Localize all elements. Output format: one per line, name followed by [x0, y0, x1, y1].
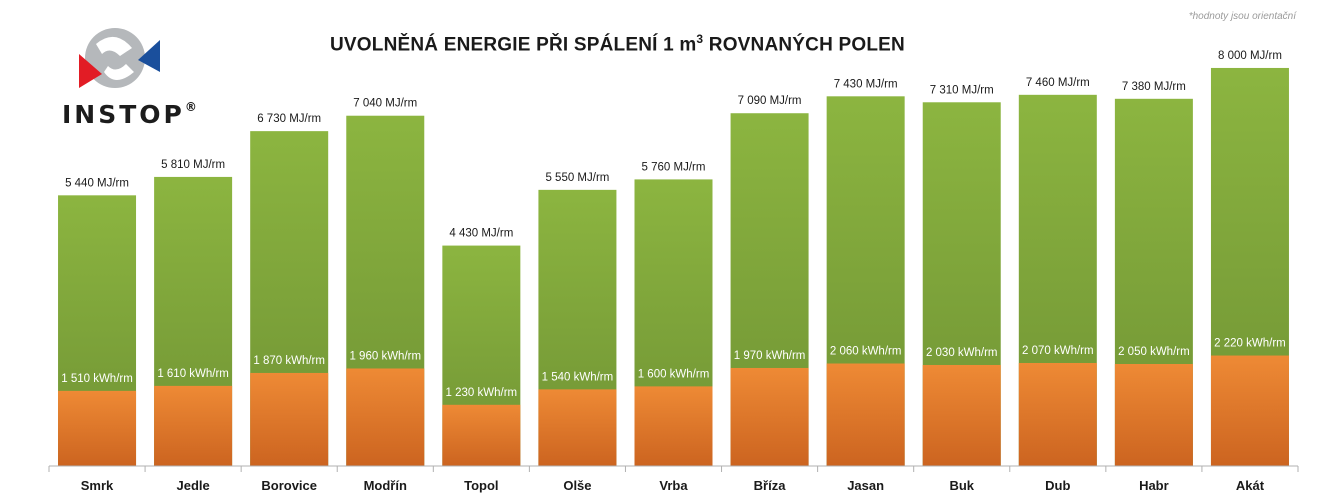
bar-group: 6 730 MJ/rm 1 870 kWh/rm Borovice: [250, 113, 329, 493]
bar-kwh-6: [634, 386, 713, 466]
bar-group: 5 550 MJ/rm 1 540 kWh/rm Olše: [538, 172, 617, 493]
data-label-mj: 7 090 MJ/rm: [738, 95, 802, 107]
category-label: Borovice: [261, 478, 317, 493]
bar-kwh-8: [826, 363, 905, 466]
chart-title-end: ROVNANÝCH POLEN: [703, 34, 905, 56]
category-label: Habr: [1139, 478, 1169, 493]
data-label-kwh: 1 600 kWh/rm: [638, 368, 710, 380]
data-label-kwh: 1 510 kWh/rm: [61, 373, 133, 385]
data-label-mj: 6 730 MJ/rm: [257, 113, 321, 125]
data-label-kwh: 1 610 kWh/rm: [157, 368, 229, 380]
bar-group: 7 380 MJ/rm 2 050 kWh/rm Habr: [1114, 81, 1193, 493]
data-label-mj: 8 000 MJ/rm: [1218, 50, 1282, 62]
category-label: Jasan: [847, 478, 884, 493]
chart-title: UVOLNĚNÁ ENERGIE PŘI SPÁLENÍ 1 m3 ROVNAN…: [330, 32, 905, 56]
bar-kwh-12: [1210, 355, 1289, 466]
bar-kwh-4: [442, 404, 521, 466]
logo-red-triangle: [79, 54, 102, 88]
data-label-kwh: 1 870 kWh/rm: [253, 355, 325, 367]
category-label: Olše: [563, 478, 591, 493]
category-label: Dub: [1045, 478, 1070, 493]
chart-title-superscript: 3: [696, 32, 704, 46]
bar-group: 7 040 MJ/rm 1 960 kWh/rm Modřín: [346, 98, 425, 493]
data-label-mj: 4 430 MJ/rm: [449, 228, 513, 240]
data-label-mj: 5 760 MJ/rm: [642, 161, 706, 173]
bar-group: 7 430 MJ/rm 2 060 kWh/rm Jasan: [826, 78, 905, 493]
bar-kwh-0: [58, 390, 137, 466]
data-label-kwh: 2 050 kWh/rm: [1118, 346, 1190, 358]
bar-group: 5 440 MJ/rm 1 510 kWh/rm Smrk: [58, 177, 137, 493]
bar-group: 7 090 MJ/rm 1 970 kWh/rm Bříza: [730, 95, 809, 493]
data-label-kwh: 2 220 kWh/rm: [1214, 338, 1286, 350]
logo-blue-triangle: [138, 40, 160, 72]
category-label: Smrk: [81, 478, 114, 493]
data-label-mj: 7 460 MJ/rm: [1026, 77, 1090, 89]
data-label-kwh: 1 230 kWh/rm: [446, 387, 518, 399]
category-label: Jedle: [176, 478, 209, 493]
data-label-mj: 5 550 MJ/rm: [545, 172, 609, 184]
bar-group: 8 000 MJ/rm 2 220 kWh/rm Akát: [1210, 50, 1289, 493]
data-label-mj: 7 310 MJ/rm: [930, 84, 994, 96]
chart-title-main: UVOLNĚNÁ ENERGIE PŘI SPÁLENÍ 1 m: [330, 34, 697, 56]
bar-kwh-5: [538, 389, 617, 466]
category-label: Akát: [1236, 478, 1265, 493]
data-label-kwh: 1 540 kWh/rm: [542, 371, 614, 383]
data-label-mj: 7 430 MJ/rm: [834, 78, 898, 90]
data-label-mj: 5 440 MJ/rm: [65, 177, 129, 189]
bar-kwh-9: [922, 364, 1001, 466]
bar-kwh-10: [1018, 363, 1097, 466]
bar-group: 5 810 MJ/rm 1 610 kWh/rm Jedle: [154, 159, 233, 493]
bar-kwh-11: [1114, 364, 1193, 466]
category-label: Vrba: [659, 478, 688, 493]
bar-group: 7 310 MJ/rm 2 030 kWh/rm Buk: [922, 84, 1001, 493]
logo-s-curve: [96, 36, 134, 80]
category-label: Topol: [464, 478, 498, 493]
category-label: Bříza: [754, 478, 787, 493]
data-label-kwh: 2 070 kWh/rm: [1022, 345, 1094, 357]
data-label-kwh: 2 030 kWh/rm: [926, 347, 998, 359]
disclaimer-note: *hodnoty jsou orientační: [1188, 11, 1296, 22]
logo-registered-mark: ®: [184, 100, 197, 114]
instop-logo-icon: [79, 28, 160, 88]
data-label-kwh: 1 970 kWh/rm: [734, 350, 806, 362]
bar-kwh-3: [346, 368, 425, 466]
logo-text: INSTOP®: [62, 100, 197, 129]
bar-group: 7 460 MJ/rm 2 070 kWh/rm Dub: [1018, 77, 1097, 493]
bar-group: 5 760 MJ/rm 1 600 kWh/rm Vrba: [634, 161, 713, 493]
category-label: Modřín: [364, 478, 407, 493]
data-label-mj: 7 040 MJ/rm: [353, 98, 417, 110]
bar-group: 4 430 MJ/rm 1 230 kWh/rm Topol: [442, 228, 521, 493]
category-label: Buk: [949, 478, 974, 493]
logo-brand: INSTOP: [62, 100, 185, 129]
bar-kwh-2: [250, 372, 329, 466]
data-label-mj: 5 810 MJ/rm: [161, 159, 225, 171]
data-label-kwh: 2 060 kWh/rm: [830, 346, 902, 358]
data-label-mj: 7 380 MJ/rm: [1122, 81, 1186, 93]
bar-kwh-1: [154, 385, 233, 466]
bar-kwh-7: [730, 367, 809, 466]
data-label-kwh: 1 960 kWh/rm: [349, 350, 421, 362]
